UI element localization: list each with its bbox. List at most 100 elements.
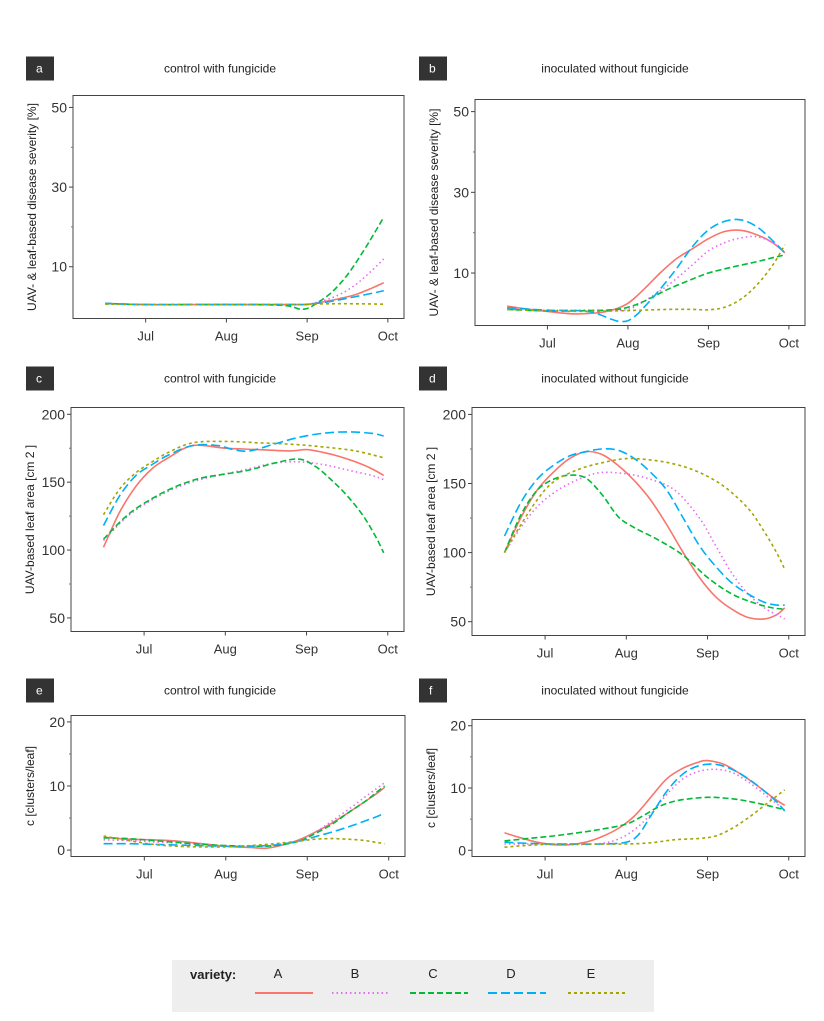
x-tick-label: Sep bbox=[296, 329, 319, 344]
x-tick-label: Oct bbox=[779, 646, 800, 661]
y-axis-label: UAV- & leaf-based disease severity [%] bbox=[427, 109, 441, 317]
y-tick-label: 30 bbox=[51, 179, 67, 195]
legend-label: D bbox=[506, 966, 515, 981]
panel-label-badge bbox=[419, 366, 447, 391]
series-line-E bbox=[503, 457, 786, 570]
x-tick-label: Oct bbox=[378, 642, 399, 657]
panel-title: control with fungicide bbox=[164, 62, 276, 76]
panel-label-badge bbox=[26, 56, 54, 81]
y-tick-label: 10 bbox=[49, 778, 65, 794]
panel-title: control with fungicide bbox=[164, 684, 276, 698]
legend-label: B bbox=[351, 966, 360, 981]
y-axis-label: c [clusters/leaf] bbox=[23, 746, 37, 826]
x-tick-label: Sep bbox=[296, 867, 319, 882]
y-tick-label: 20 bbox=[49, 714, 65, 730]
y-tick-label: 10 bbox=[51, 259, 67, 275]
panel-letter: a bbox=[36, 62, 43, 76]
x-tick-label: Sep bbox=[697, 336, 720, 351]
y-tick-label: 0 bbox=[57, 842, 65, 858]
x-tick-label: Jul bbox=[137, 329, 154, 344]
x-tick-label: Aug bbox=[214, 867, 237, 882]
y-axis-label: UAV-based leaf area [cm 2 ] bbox=[23, 445, 37, 594]
x-tick-label: Oct bbox=[379, 867, 400, 882]
x-tick-label: Aug bbox=[215, 329, 238, 344]
series-line-A bbox=[507, 229, 786, 315]
legend-title: variety: bbox=[190, 967, 236, 982]
panel-letter: d bbox=[429, 372, 436, 386]
series-line-D bbox=[102, 431, 384, 526]
x-tick-label: Oct bbox=[779, 336, 800, 351]
legend-item-C: C bbox=[410, 966, 468, 994]
panel-title: inoculated without fungicide bbox=[541, 62, 689, 76]
legend-item-E: E bbox=[568, 966, 626, 994]
plot-frame bbox=[471, 407, 806, 636]
x-tick-label: Aug bbox=[615, 646, 638, 661]
x-tick-label: Oct bbox=[779, 867, 800, 882]
series-line-D bbox=[105, 289, 384, 306]
panel-e: e control with fungicide 0 10 20 Jul Aug Sep Oct… bbox=[23, 678, 406, 882]
legend-label: C bbox=[428, 966, 437, 981]
y-tick-label: 150 bbox=[42, 474, 66, 490]
y-tick-label: 30 bbox=[453, 184, 469, 200]
y-tick-label: 10 bbox=[450, 780, 466, 796]
series-line-D bbox=[503, 448, 785, 607]
y-tick-label: 150 bbox=[443, 476, 467, 492]
y-tick-label: 100 bbox=[42, 542, 66, 558]
plot-frame bbox=[72, 95, 405, 319]
x-tick-label: Jul bbox=[539, 336, 556, 351]
panel-title: inoculated without fungicide bbox=[541, 372, 689, 386]
panel-label-badge bbox=[26, 678, 54, 703]
series-line-A bbox=[503, 450, 786, 620]
y-tick-label: 10 bbox=[453, 265, 469, 281]
plot-frame bbox=[70, 407, 405, 632]
series-line-C bbox=[507, 254, 786, 312]
panel-letter: e bbox=[36, 684, 43, 698]
legend-graphic: variety: A B C D E bbox=[190, 966, 626, 994]
legend-item-B: B bbox=[332, 966, 390, 994]
y-axis-label: c [clusters/leaf] bbox=[424, 748, 438, 828]
series-line-B bbox=[102, 460, 384, 542]
plot-frame bbox=[474, 99, 806, 326]
y-tick-label: 200 bbox=[443, 406, 467, 422]
panel-title: inoculated without fungicide bbox=[541, 684, 689, 698]
x-tick-label: Jul bbox=[537, 867, 554, 882]
y-tick-label: 50 bbox=[49, 610, 65, 626]
panel-label-badge bbox=[419, 678, 447, 703]
x-tick-label: Aug bbox=[616, 336, 639, 351]
x-tick-label: Oct bbox=[378, 329, 399, 344]
legend: variety: A B C D E bbox=[172, 960, 654, 1012]
y-tick-label: 100 bbox=[443, 545, 467, 561]
series-line-B bbox=[503, 471, 786, 620]
x-tick-label: Sep bbox=[696, 646, 719, 661]
series-line-E bbox=[105, 302, 384, 306]
y-axis-label: UAV-based leaf area [cm 2 ] bbox=[424, 447, 438, 596]
x-tick-label: Aug bbox=[615, 867, 638, 882]
panel-b: b inoculated without fungicide 10 30 50 Jul Au… bbox=[419, 56, 806, 351]
y-tick-label: 0 bbox=[458, 842, 466, 858]
x-tick-label: Jul bbox=[537, 646, 554, 661]
y-tick-label: 50 bbox=[51, 99, 67, 115]
panel-letter: f bbox=[429, 684, 433, 698]
panel-letter: b bbox=[429, 62, 436, 76]
panel-d: d inoculated without fungicide 50 100 150 200… bbox=[419, 366, 806, 661]
panel-f: f inoculated without fungicide 0 10 20 Jul Aug… bbox=[419, 678, 806, 882]
legend-item-D: D bbox=[488, 966, 546, 994]
x-tick-label: Jul bbox=[136, 867, 153, 882]
series-line-E bbox=[504, 789, 786, 848]
series-line-B bbox=[507, 235, 786, 312]
y-axis-label: UAV- & leaf-based disease severity [%] bbox=[25, 103, 39, 311]
series-line-E bbox=[103, 835, 385, 848]
x-tick-label: Sep bbox=[295, 642, 318, 657]
series-line-E bbox=[507, 244, 786, 313]
plot-frame bbox=[70, 715, 406, 857]
legend-label: A bbox=[274, 966, 283, 981]
legend-label: E bbox=[587, 966, 596, 981]
series-line-C bbox=[102, 458, 385, 554]
x-tick-label: Aug bbox=[214, 642, 237, 657]
panel-label-badge bbox=[26, 366, 54, 391]
plot-frame bbox=[471, 719, 806, 857]
x-tick-label: Sep bbox=[696, 867, 719, 882]
y-tick-label: 50 bbox=[453, 104, 469, 120]
y-tick-label: 200 bbox=[42, 406, 66, 422]
